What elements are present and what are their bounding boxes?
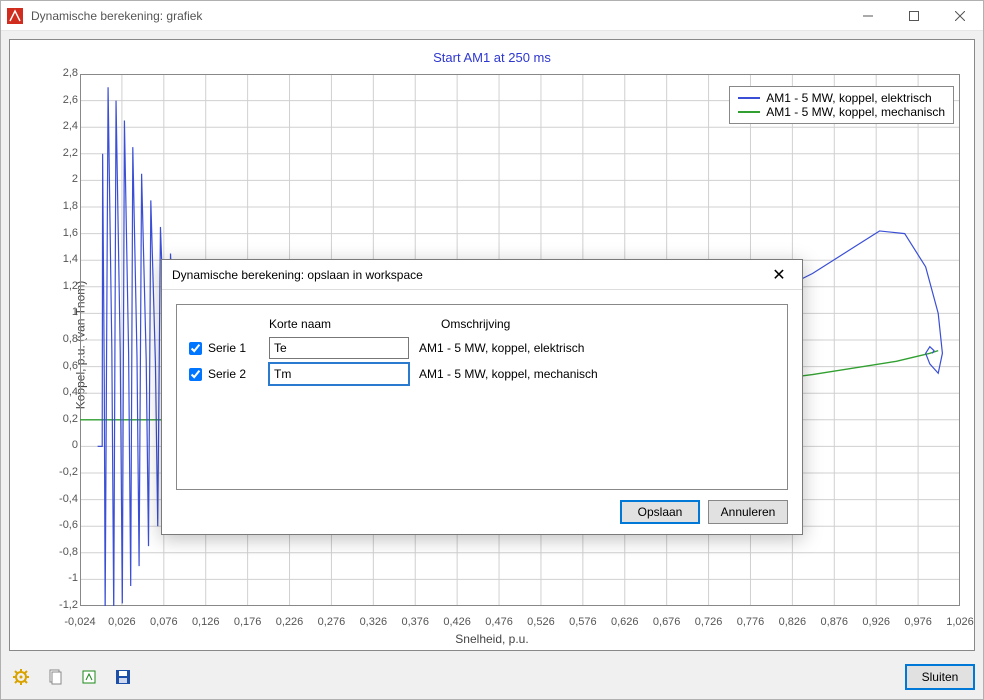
y-tick-label: 1,6 bbox=[38, 227, 78, 239]
series-description: AM1 - 5 MW, koppel, mechanisch bbox=[419, 367, 775, 381]
footer-bar: Sluiten bbox=[9, 661, 975, 693]
series-description: AM1 - 5 MW, koppel, elektrisch bbox=[419, 341, 775, 355]
series-checkbox[interactable] bbox=[189, 342, 202, 355]
series-shortname-input[interactable] bbox=[269, 337, 409, 359]
main-window: Dynamische berekening: grafiek Start AM1… bbox=[0, 0, 984, 700]
cancel-button[interactable]: Annuleren bbox=[708, 500, 788, 524]
close-window-button[interactable] bbox=[937, 1, 983, 30]
legend: AM1 - 5 MW, koppel, elektrisch AM1 - 5 M… bbox=[729, 86, 954, 124]
close-button[interactable]: Sluiten bbox=[905, 664, 975, 690]
legend-label: AM1 - 5 MW, koppel, elektrisch bbox=[766, 91, 931, 105]
x-tick-label: 0,526 bbox=[527, 616, 555, 628]
dialog-title: Dynamische berekening: opslaan in worksp… bbox=[172, 268, 762, 282]
y-tick-label: -1,2 bbox=[38, 599, 78, 611]
maximize-button[interactable] bbox=[891, 1, 937, 30]
series-label: Serie 1 bbox=[208, 341, 246, 355]
y-tick-label: 1 bbox=[38, 306, 78, 318]
x-tick-label: 0,576 bbox=[569, 616, 597, 628]
dialog-content: Korte naam Omschrijving Serie 1 AM1 - 5 … bbox=[176, 304, 788, 490]
y-tick-label: 2,2 bbox=[38, 147, 78, 159]
dialog-close-icon[interactable]: ✕ bbox=[762, 263, 796, 287]
x-tick-label: 0,326 bbox=[360, 616, 388, 628]
x-tick-label: 1,026 bbox=[946, 616, 974, 628]
chart-title: Start AM1 at 250 ms bbox=[10, 50, 974, 65]
export-icon[interactable] bbox=[81, 669, 97, 685]
app-icon bbox=[7, 8, 23, 24]
y-tick-label: -0,8 bbox=[38, 546, 78, 558]
window-title: Dynamische berekening: grafiek bbox=[31, 9, 845, 23]
legend-item: AM1 - 5 MW, koppel, mechanisch bbox=[738, 105, 945, 119]
x-axis-label: Snelheid, p.u. bbox=[10, 632, 974, 646]
series-shortname-input[interactable] bbox=[269, 363, 409, 385]
x-tick-label: 0,076 bbox=[150, 616, 178, 628]
x-tick-label: 0,026 bbox=[108, 616, 136, 628]
x-tick-label: 0,876 bbox=[821, 616, 849, 628]
y-tick-label: 1,8 bbox=[38, 200, 78, 212]
column-header-name: Korte naam bbox=[269, 317, 429, 331]
y-tick-label: 2,6 bbox=[38, 94, 78, 106]
legend-label: AM1 - 5 MW, koppel, mechanisch bbox=[766, 105, 945, 119]
minimize-button[interactable] bbox=[845, 1, 891, 30]
copy-icon[interactable] bbox=[47, 669, 63, 685]
titlebar: Dynamische berekening: grafiek bbox=[1, 1, 983, 31]
x-tick-label: 0,426 bbox=[443, 616, 471, 628]
y-tick-label: 1,4 bbox=[38, 253, 78, 265]
legend-swatch bbox=[738, 111, 760, 113]
y-tick-label: 0,2 bbox=[38, 413, 78, 425]
x-tick-label: 0,826 bbox=[779, 616, 807, 628]
y-tick-label: 0,4 bbox=[38, 386, 78, 398]
x-tick-label: 0,776 bbox=[737, 616, 765, 628]
column-header-desc: Omschrijving bbox=[441, 317, 510, 331]
x-tick-label: 0,476 bbox=[485, 616, 513, 628]
series-checkbox[interactable] bbox=[189, 368, 202, 381]
series-row: Serie 1 AM1 - 5 MW, koppel, elektrisch bbox=[189, 337, 775, 359]
x-tick-label: 0,226 bbox=[276, 616, 304, 628]
y-tick-label: -0,6 bbox=[38, 519, 78, 531]
legend-item: AM1 - 5 MW, koppel, elektrisch bbox=[738, 91, 945, 105]
y-tick-label: 0,8 bbox=[38, 333, 78, 345]
y-tick-label: 0,6 bbox=[38, 360, 78, 372]
x-tick-label: 0,626 bbox=[611, 616, 639, 628]
dialog-titlebar: Dynamische berekening: opslaan in worksp… bbox=[162, 260, 802, 290]
y-tick-label: 2,4 bbox=[38, 120, 78, 132]
x-tick-label: 0,276 bbox=[318, 616, 346, 628]
y-tick-label: 2,8 bbox=[38, 67, 78, 79]
y-tick-label: -0,2 bbox=[38, 466, 78, 478]
x-tick-label: 0,926 bbox=[862, 616, 890, 628]
save-workspace-dialog: Dynamische berekening: opslaan in worksp… bbox=[161, 259, 803, 535]
y-tick-label: 2 bbox=[38, 173, 78, 185]
y-tick-label: 1,2 bbox=[38, 280, 78, 292]
x-tick-label: -0,024 bbox=[64, 616, 95, 628]
x-tick-label: 0,676 bbox=[653, 616, 681, 628]
x-tick-label: 0,126 bbox=[192, 616, 220, 628]
x-tick-label: 0,376 bbox=[401, 616, 429, 628]
y-tick-label: -0,4 bbox=[38, 493, 78, 505]
y-tick-label: 0 bbox=[38, 439, 78, 451]
save-button[interactable]: Opslaan bbox=[620, 500, 700, 524]
save-icon[interactable] bbox=[115, 669, 131, 685]
client-area: Start AM1 at 250 ms Koppel, p.u. (van Tn… bbox=[1, 31, 983, 699]
x-tick-label: 0,726 bbox=[695, 616, 723, 628]
y-tick-label: -1 bbox=[38, 572, 78, 584]
x-tick-label: 0,976 bbox=[904, 616, 932, 628]
x-tick-label: 0,176 bbox=[234, 616, 262, 628]
series-label: Serie 2 bbox=[208, 367, 246, 381]
series-row: Serie 2 AM1 - 5 MW, koppel, mechanisch bbox=[189, 363, 775, 385]
legend-swatch bbox=[738, 97, 760, 99]
gear-icon[interactable] bbox=[13, 669, 29, 685]
